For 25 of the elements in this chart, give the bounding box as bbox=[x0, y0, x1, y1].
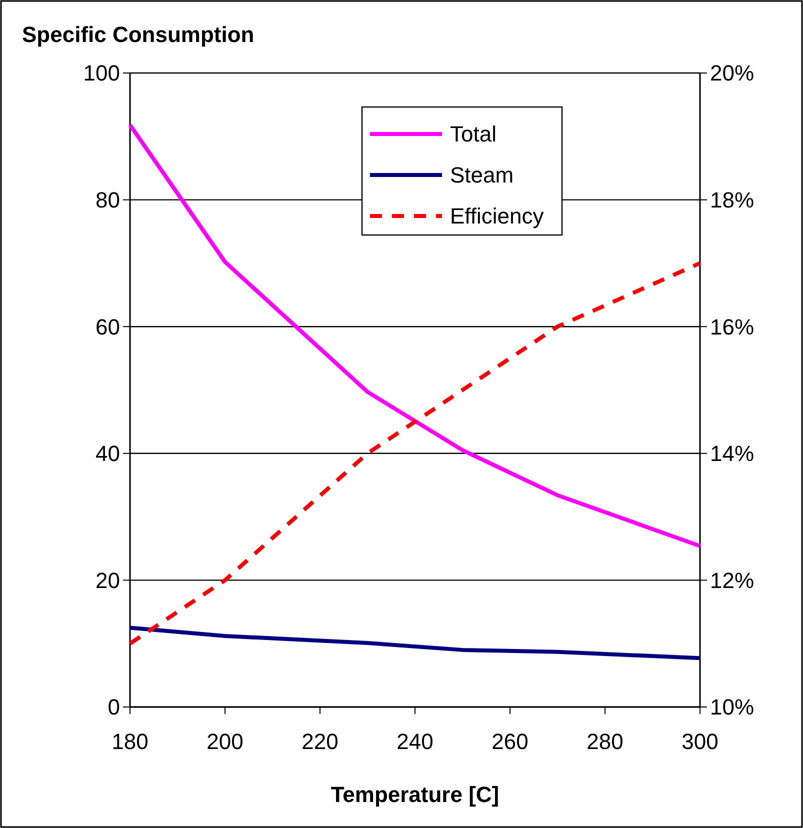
legend-label: Total bbox=[450, 122, 496, 147]
y-tick-label: 80 bbox=[96, 188, 120, 212]
y2-tick-label: 10% bbox=[710, 694, 754, 720]
x-tick-label: 300 bbox=[682, 729, 718, 754]
x-axis-title: Temperature [C] bbox=[330, 782, 500, 807]
legend-label: Steam bbox=[450, 162, 514, 188]
y-tick-label: 20 bbox=[96, 568, 120, 593]
y2-tick-label: 12% bbox=[710, 568, 754, 593]
y2-tick-label: 16% bbox=[710, 314, 754, 340]
y2-tick-label: 14% bbox=[710, 441, 754, 466]
legend-label: Efficiency bbox=[450, 204, 544, 229]
line-series bbox=[128, 626, 702, 660]
x-tick-label: 240 bbox=[396, 729, 434, 754]
x-tick-label: 260 bbox=[492, 729, 528, 754]
x-tick-label: 280 bbox=[586, 729, 624, 754]
y2-tick-label: 18% bbox=[710, 188, 754, 212]
x-tick-label: 200 bbox=[206, 729, 244, 754]
y2-tick-label: 20% bbox=[710, 60, 754, 86]
x-tick-label: 220 bbox=[302, 729, 338, 754]
y-tick-label: 0 bbox=[108, 694, 120, 720]
y-tick-label: 40 bbox=[96, 441, 120, 466]
x-tick-label: 180 bbox=[112, 729, 148, 754]
y-tick-label: 60 bbox=[96, 314, 120, 340]
y-tick-label: 100 bbox=[83, 60, 120, 86]
y-axis-title: Specific Consumption bbox=[22, 22, 254, 47]
